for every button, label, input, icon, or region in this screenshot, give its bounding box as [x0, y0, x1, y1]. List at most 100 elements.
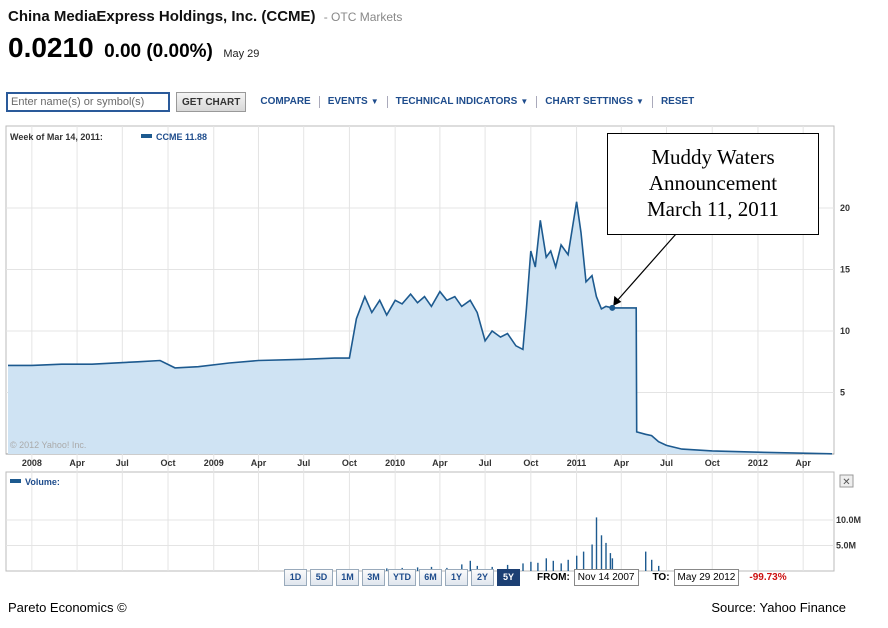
volume-panel	[5, 471, 835, 572]
x-tick-label: Jul	[297, 458, 310, 468]
annotation-line-2: Announcement	[648, 171, 778, 195]
volume-bar	[476, 565, 478, 571]
x-tick-label: Oct	[161, 458, 176, 468]
y-tick-label: 5	[840, 388, 845, 398]
reset-link[interactable]: RESET	[653, 96, 702, 108]
volume-bar	[658, 565, 660, 571]
volume-bar	[386, 568, 388, 571]
compare-label: COMPARE	[260, 96, 311, 107]
range-6m-button[interactable]: 6M	[419, 569, 442, 586]
volume-bar	[576, 555, 578, 571]
x-tick-label: Jul	[116, 458, 129, 468]
volume-bar	[582, 551, 585, 571]
compare-link[interactable]: COMPARE	[252, 96, 320, 108]
period-change: -99.73%	[749, 572, 787, 583]
volume-bar	[605, 542, 607, 571]
volume-tick-label: 10.0M	[836, 515, 861, 525]
to-label: TO:	[652, 572, 670, 583]
legend-label: CCME 11.88	[156, 132, 207, 142]
volume-bar	[522, 563, 524, 571]
volume-label: Volume:	[25, 477, 60, 487]
y-tick-label: 15	[840, 265, 850, 275]
price-change: 0.00 (0.00%)	[104, 41, 213, 62]
range-5d-button[interactable]: 5D	[310, 569, 333, 586]
x-tick-label: Jul	[479, 458, 492, 468]
y-tick-label: 10	[840, 326, 850, 336]
x-tick-label: 2010	[385, 458, 405, 468]
range-1m-button[interactable]: 1M	[336, 569, 359, 586]
technical-indicators-menu[interactable]: TECHNICAL INDICATORS ▼	[388, 96, 538, 108]
caret-down-icon: ▼	[370, 97, 379, 106]
range-ytd-button[interactable]: YTD	[388, 569, 416, 586]
hover-label: Week of Mar 14, 2011:	[10, 132, 103, 142]
copyright-label: © 2012 Yahoo! Inc.	[10, 440, 86, 450]
volume-bar	[560, 563, 562, 571]
get-chart-button[interactable]: GET CHART	[176, 92, 247, 112]
x-tick-labels: 2008 Apr Jul Oct 2009 Apr Jul Oct 2010 Apr Jul Oct 2…	[22, 458, 812, 468]
x-tick-label: Apr	[795, 458, 811, 468]
volume-tick-labels: 5.0M 10.0M	[836, 515, 861, 551]
legend-swatch	[141, 134, 152, 138]
caret-down-icon: ▼	[636, 97, 644, 106]
x-tick-label: 2008	[22, 458, 42, 468]
events-menu[interactable]: EVENTS ▼	[320, 96, 388, 108]
range-5y-button[interactable]: 5Y	[497, 569, 520, 586]
volume-bar	[567, 559, 569, 571]
footer-source: Source: Yahoo Finance	[711, 600, 846, 615]
events-label: EVENTS	[327, 96, 368, 107]
symbol-search-input[interactable]	[6, 92, 170, 112]
volume-bar	[430, 566, 433, 571]
x-tick-label: Oct	[705, 458, 720, 468]
reset-label: RESET	[660, 96, 695, 107]
volume-bar	[416, 567, 419, 571]
volume-bar	[552, 560, 554, 571]
x-tick-label: Apr	[432, 458, 448, 468]
footer-credit: Pareto Economics ©	[8, 600, 127, 615]
range-1d-button[interactable]: 1D	[284, 569, 307, 586]
volume-bar	[651, 559, 653, 571]
volume-bar	[537, 562, 539, 571]
volume-tick-label: 5.0M	[836, 541, 856, 551]
annotation-arrowhead	[613, 295, 622, 306]
volume-bar	[600, 535, 603, 571]
close-volume-icon[interactable]: ✕	[839, 474, 854, 488]
x-tick-label: Apr	[614, 458, 630, 468]
annotation-line-1: Muddy Waters	[651, 145, 775, 169]
x-tick-label: Apr	[251, 458, 267, 468]
volume-bar	[491, 566, 493, 571]
company-name: China MediaExpress Holdings, Inc. (CCME)	[8, 8, 316, 25]
annotation-line-3: March 11, 2011	[647, 197, 779, 221]
x-tick-label: Apr	[69, 458, 85, 468]
exchange-label: - OTC Markets	[323, 10, 403, 24]
from-label: FROM:	[537, 572, 570, 583]
caret-down-icon: ▼	[520, 97, 529, 106]
x-tick-label: 2011	[567, 458, 587, 468]
volume-bar	[530, 561, 532, 571]
price-date: May 29	[223, 48, 260, 60]
volume-bar	[595, 517, 598, 571]
annotation-point	[609, 304, 616, 311]
chart-settings-menu[interactable]: CHART SETTINGS ▼	[537, 96, 653, 108]
annotation-pointer	[613, 233, 677, 305]
company-title: China MediaExpress Holdings, Inc. (CCME)…	[8, 8, 402, 25]
price-area	[8, 201, 832, 454]
volume-bar	[609, 553, 612, 571]
volume-legend-swatch	[10, 479, 21, 483]
range-3m-button[interactable]: 3M	[362, 569, 385, 586]
svg-text:✕: ✕	[842, 477, 850, 488]
volume-bar	[645, 551, 647, 571]
from-date-input[interactable]: Nov 14 2007	[573, 569, 639, 586]
chart-settings-label: CHART SETTINGS	[545, 96, 634, 107]
x-tick-label: Oct	[342, 458, 357, 468]
price-line-series	[8, 201, 833, 455]
range-2y-button[interactable]: 2Y	[471, 569, 494, 586]
last-price: 0.0210	[8, 32, 94, 63]
y-tick-label: 20	[840, 203, 850, 213]
range-1y-button[interactable]: 1Y	[445, 569, 468, 586]
price-line: 0.0210 0.00 (0.00%) May 29	[8, 32, 259, 64]
annotation-box: Muddy Waters Announcement March 11, 2011	[607, 133, 819, 235]
range-bar: 1D 5D 1M 3M YTD 6M 1Y 2Y 5Y FROM: Nov 14…	[284, 569, 787, 586]
x-tick-label: 2012	[748, 458, 768, 468]
volume-bar	[461, 564, 463, 571]
to-date-input[interactable]: May 29 2012	[673, 569, 740, 586]
